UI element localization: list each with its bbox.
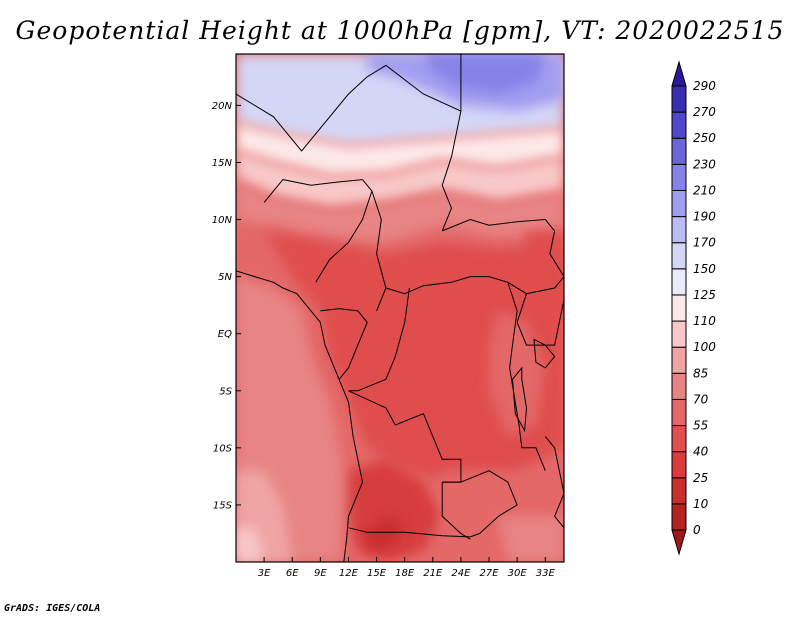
y-tick-label: 5S — [219, 386, 232, 397]
y-tick-label: 15S — [213, 500, 233, 511]
border-uganda — [516, 293, 564, 346]
y-tick-label: EQ — [218, 329, 232, 340]
colorbar-label: 85 — [693, 366, 708, 380]
y-tick-label: 20N — [212, 101, 233, 112]
colorbar-label: 210 — [693, 183, 716, 197]
field-band-sahel-2 — [236, 179, 564, 243]
colorbar-label: 190 — [693, 210, 716, 224]
field-south-core — [362, 516, 405, 551]
colorbar-box — [671, 372, 687, 400]
x-tick-label: 9E — [314, 568, 327, 579]
colorbar-arrow-bottom — [671, 529, 687, 556]
y-axis: 20N 15N 10N 5N EQ 5S 10S 15S — [212, 101, 241, 511]
field-band-white — [236, 122, 564, 177]
lake-tanganyika — [511, 366, 528, 433]
border-chad-sudan — [441, 110, 462, 232]
grads-credit: GrADS: IGES/COLA — [4, 603, 101, 614]
border-ss-east — [507, 230, 564, 295]
colorbar-box — [671, 268, 687, 296]
x-axis: 3E 6E 9E 12E 15E 18E 21E 24E 27E 30E 33E — [258, 557, 556, 579]
colorbar-box — [671, 137, 687, 165]
field-west-coast-pale — [236, 527, 265, 562]
x-tick-label: 30E — [508, 568, 528, 579]
border-nigeria-cameroon — [315, 179, 373, 283]
colorbar-box — [671, 189, 687, 218]
colorbar-box — [671, 477, 687, 505]
border-malawi — [544, 436, 564, 529]
border-drc-west — [348, 287, 410, 392]
coastline-west — [236, 270, 364, 562]
colorbar-box — [671, 163, 687, 191]
chart-svg: 3E 6E 9E 12E 15E 18E 21E 24E 27E 30E 33E 20N 15N 10N… — [212, 53, 716, 579]
colorbar-box — [671, 85, 687, 113]
colorbar-label: 100 — [693, 340, 716, 354]
field-east-lows — [526, 230, 564, 323]
colorbar-box — [671, 216, 687, 244]
border-cameroon-car — [371, 190, 387, 312]
colorbar: 0 10 25 40 55 70 85 100 110 125 150 170 190 210 230 250… — [671, 60, 716, 556]
x-tick-label: 18E — [395, 568, 415, 579]
field-band-sahel — [236, 151, 564, 209]
border-car-south — [385, 276, 508, 295]
colorbar-box — [671, 425, 687, 453]
colorbar-label: 70 — [693, 392, 709, 406]
x-tick-label: 15E — [367, 568, 387, 579]
field-band-north-core — [423, 54, 546, 94]
field-central-core-2 — [414, 322, 471, 403]
plot-frame — [235, 53, 565, 563]
colorbar-label: 55 — [693, 419, 708, 433]
colorbar-label: 250 — [693, 131, 716, 145]
colorbar-label: 230 — [693, 157, 716, 171]
colorbar-box — [671, 242, 687, 270]
border-angola-namibia — [348, 527, 471, 538]
border-zambia-south — [442, 470, 518, 538]
x-tick-label: 24E — [451, 568, 471, 579]
colorbar-box — [671, 111, 687, 139]
colorbar-box — [671, 398, 687, 427]
colorbar-arrow-top — [671, 60, 687, 87]
colorbar-label: 110 — [693, 314, 716, 328]
colorbar-label: 150 — [693, 262, 716, 276]
border-angola-drc — [348, 390, 462, 483]
border-gabon-congo — [320, 308, 368, 380]
colorbar-box — [671, 346, 687, 374]
x-tick-label: 12E — [339, 568, 359, 579]
y-tick-label: 5N — [218, 272, 232, 283]
colorbar-label: 0 — [693, 523, 701, 537]
colorbar-box — [671, 503, 687, 531]
colorbar-label: 25 — [693, 471, 708, 485]
y-tick-label: 15N — [212, 158, 233, 169]
x-tick-label: 3E — [258, 568, 271, 579]
colorbar-label: 170 — [693, 236, 716, 250]
country-borders — [236, 54, 564, 562]
colorbar-box — [671, 451, 687, 479]
border-sudan-ss — [442, 218, 555, 232]
colorbar-label: 10 — [693, 497, 709, 511]
colorbar-label: 40 — [693, 445, 709, 459]
colorbar-box — [671, 294, 687, 322]
y-tick-label: 10S — [213, 443, 233, 454]
chart-title: Geopotential Height at 1000hPa [gpm], VT… — [15, 16, 785, 45]
y-tick-label: 10N — [212, 215, 233, 226]
border-angola-zambia — [441, 482, 471, 540]
x-tick-label: 27E — [480, 568, 500, 579]
border-libya-chad — [366, 54, 462, 112]
colorbar-label: 290 — [693, 79, 716, 93]
colorbar-label: 125 — [693, 288, 716, 302]
lake-victoria — [533, 338, 556, 369]
x-tick-label: 21E — [423, 568, 443, 579]
heatmap-field — [236, 54, 564, 562]
x-tick-label: 33E — [536, 568, 556, 579]
field-south-east-pale — [498, 516, 564, 562]
x-tick-label: 6E — [286, 568, 299, 579]
colorbar-label: 270 — [693, 105, 716, 119]
colorbar-box — [671, 320, 687, 348]
border-niger-nigeria — [263, 179, 363, 203]
border-algeria-niger — [236, 76, 368, 152]
